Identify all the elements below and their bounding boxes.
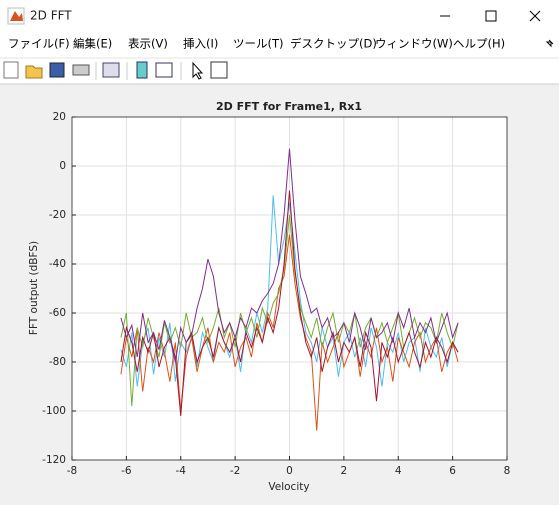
series-line <box>120 148 459 363</box>
x-tick-label: -4 <box>176 465 187 477</box>
menu-item[interactable]: 挿入(I) <box>183 37 218 51</box>
x-tick-label: -2 <box>230 465 240 477</box>
menu-item[interactable]: ウィンドウ(W) <box>375 37 453 51</box>
y-axis-label: FFT output (dBFS) <box>28 241 40 335</box>
x-tick-label: 6 <box>449 465 456 477</box>
colorbar-icon[interactable] <box>136 61 148 79</box>
y-tick-label: -60 <box>49 307 66 319</box>
new-icon[interactable] <box>3 61 19 79</box>
link-icon[interactable] <box>102 62 120 78</box>
window-title: 2D FFT <box>30 9 72 23</box>
x-axis-label: Velocity <box>268 481 309 493</box>
save-icon[interactable] <box>49 62 65 78</box>
x-tick-label: 8 <box>504 465 511 477</box>
y-tick-label: 20 <box>53 111 66 123</box>
y-tick-label: -120 <box>42 454 66 466</box>
y-tick-label: -40 <box>49 258 66 270</box>
menu-item[interactable]: デスクトップ(D) <box>290 37 377 51</box>
axes-box <box>71 116 508 461</box>
series-line <box>120 214 459 407</box>
maximize-button[interactable] <box>485 10 497 22</box>
y-tick-label: -100 <box>42 405 66 417</box>
menu-overflow[interactable] <box>545 39 554 48</box>
menu-item[interactable]: ツール(T) <box>233 37 284 51</box>
menu-item[interactable]: 表示(V) <box>128 37 168 51</box>
header-bg <box>0 0 559 84</box>
y-tick-label: 0 <box>59 160 66 172</box>
chart-title: 2D FFT for Frame1, Rx1 <box>216 100 362 113</box>
menu-item[interactable]: ファイル(F) <box>8 37 70 51</box>
x-tick-label: 2 <box>341 465 348 477</box>
close-button[interactable] <box>529 10 541 22</box>
toolbar <box>3 61 228 80</box>
open-icon[interactable] <box>25 65 43 79</box>
x-tick-label: 4 <box>395 465 402 477</box>
y-tick-label: -80 <box>49 356 66 368</box>
print-icon[interactable] <box>72 64 90 76</box>
pointer-icon[interactable] <box>192 61 204 80</box>
series-line <box>120 234 459 431</box>
x-tick-label: -6 <box>121 465 132 477</box>
x-tick-label: -8 <box>67 465 77 477</box>
menu-item[interactable]: 編集(E) <box>73 37 112 51</box>
menu-bar: ファイル(F) 編集(E) 表示(V) 挿入(I) ツール(T) デスクトップ(D)ウィン… <box>8 37 505 51</box>
app-icon <box>7 7 25 25</box>
y-tick-label: -20 <box>49 209 66 221</box>
property-icon[interactable] <box>210 61 228 79</box>
legend-icon[interactable] <box>155 62 173 78</box>
x-tick-label: 0 <box>286 465 293 477</box>
lines <box>120 148 459 431</box>
menu-item[interactable]: ヘルプ(H) <box>453 37 505 51</box>
series-line <box>120 190 459 416</box>
